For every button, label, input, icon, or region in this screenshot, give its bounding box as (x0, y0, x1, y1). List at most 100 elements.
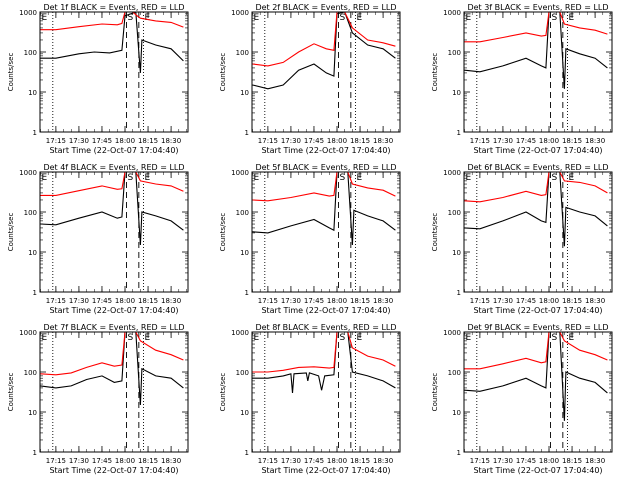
x-tick-label: 17:45 (304, 457, 324, 465)
chart-panel: Det 4f BLACK = Events, RED = LLD Counts/s… (7, 163, 189, 315)
y-tick-label: 1 (245, 449, 249, 457)
x-tick-label: 18:15 (562, 457, 582, 465)
x-tick-label: 17:30 (281, 137, 301, 145)
x-tick-label: 17:30 (281, 457, 301, 465)
series-events-line (252, 332, 396, 393)
series-events-line (40, 332, 184, 406)
chart-panel: Det 9f BLACK = Events, RED = LLD Counts/s… (431, 323, 613, 475)
event-marker: S (340, 173, 346, 183)
event-marker: E (254, 173, 260, 183)
chart-title: Det 3f BLACK = Events, RED = LLD (467, 3, 608, 12)
x-tick-label: 18:00 (115, 137, 135, 145)
x-tick-label: 17:15 (258, 137, 278, 145)
y-tick-label: 100 (24, 209, 37, 217)
series-lld-line (252, 332, 396, 373)
y-tick-label: 100 (448, 369, 461, 377)
chart-title: Det 7f BLACK = Events, RED = LLD (43, 323, 184, 332)
x-tick-label: 17:45 (516, 137, 536, 145)
y-tick-label: 1 (33, 449, 37, 457)
y-tick-label: 100 (448, 49, 461, 57)
event-marker: S (552, 173, 558, 183)
event-marker: E (144, 173, 150, 183)
y-axis-label: Counts/sec (7, 213, 15, 252)
series-lld-line (40, 332, 184, 376)
event-marker: E (356, 173, 362, 183)
x-tick-label: 18:30 (161, 137, 181, 145)
y-axis-label: Counts/sec (431, 53, 439, 92)
plot-frame (251, 171, 401, 293)
chart-title: Det 6f BLACK = Events, RED = LLD (467, 163, 608, 172)
event-marker: E (568, 13, 574, 23)
event-marker: E (42, 333, 48, 343)
y-tick-label: 1 (33, 129, 37, 137)
x-tick-label: 18:00 (539, 457, 559, 465)
plot-frame (39, 331, 189, 453)
x-tick-label: 17:45 (92, 137, 112, 145)
y-tick-label: 10 (28, 409, 37, 417)
y-tick-label: 1 (33, 289, 37, 297)
chart-panel: Det 2f BLACK = Events, RED = LLD Counts/s… (219, 3, 401, 155)
x-tick-label: 18:15 (138, 297, 158, 305)
x-axis-label: Start Time (22-Oct-07 17:04:40) (473, 146, 602, 155)
y-tick-label: 1000 (231, 329, 249, 337)
y-tick-label: 100 (236, 49, 249, 57)
event-marker: E (42, 13, 48, 23)
x-tick-label: 18:30 (585, 457, 605, 465)
y-tick-label: 1000 (19, 169, 37, 177)
event-marker: S (552, 13, 558, 23)
event-marker: E (144, 13, 150, 23)
y-tick-label: 1 (457, 129, 461, 137)
event-marker: E (568, 173, 574, 183)
x-tick-label: 18:00 (539, 297, 559, 305)
event-marker: S (128, 13, 134, 23)
chart-panel: Det 8f BLACK = Events, RED = LLD Counts/s… (219, 323, 401, 475)
y-tick-label: 1000 (231, 9, 249, 17)
series-lld-line (252, 172, 396, 202)
x-axis-label: Start Time (22-Oct-07 17:04:40) (49, 306, 178, 315)
series-lld-line (40, 12, 184, 31)
y-tick-label: 1 (457, 289, 461, 297)
y-axis-label: Counts/sec (219, 373, 227, 412)
y-tick-label: 1000 (443, 9, 461, 17)
y-axis-label: Counts/sec (219, 53, 227, 92)
x-tick-label: 17:30 (69, 457, 89, 465)
event-marker: E (466, 13, 472, 23)
plot-frame (463, 331, 613, 453)
x-tick-label: 17:15 (46, 457, 66, 465)
event-marker: E (568, 333, 574, 343)
x-tick-label: 18:15 (350, 297, 370, 305)
x-tick-label: 18:30 (373, 137, 393, 145)
x-tick-label: 17:30 (493, 297, 513, 305)
x-tick-label: 17:30 (281, 297, 301, 305)
plot-frame (463, 171, 613, 293)
y-tick-label: 100 (448, 209, 461, 217)
y-axis-label: Counts/sec (7, 53, 15, 92)
series-events-line (40, 172, 184, 246)
x-tick-label: 18:30 (585, 297, 605, 305)
y-tick-label: 1000 (19, 329, 37, 337)
y-tick-label: 10 (28, 89, 37, 97)
chart-title: Det 9f BLACK = Events, RED = LLD (467, 323, 608, 332)
y-tick-label: 10 (452, 409, 461, 417)
y-axis-label: Counts/sec (431, 213, 439, 252)
x-tick-label: 17:45 (516, 297, 536, 305)
x-tick-label: 18:30 (161, 457, 181, 465)
x-tick-label: 17:15 (258, 457, 278, 465)
plot-frame (251, 11, 401, 133)
x-axis-label: Start Time (22-Oct-07 17:04:40) (261, 146, 390, 155)
y-tick-label: 10 (240, 89, 249, 97)
x-tick-label: 18:30 (161, 297, 181, 305)
x-tick-label: 18:00 (327, 137, 347, 145)
x-tick-label: 17:30 (493, 137, 513, 145)
x-axis-label: Start Time (22-Oct-07 17:04:40) (49, 146, 178, 155)
event-marker: E (356, 333, 362, 343)
event-marker: E (144, 333, 150, 343)
x-tick-label: 17:45 (92, 297, 112, 305)
x-tick-label: 17:15 (470, 137, 490, 145)
y-tick-label: 1000 (231, 169, 249, 177)
x-tick-label: 18:15 (562, 297, 582, 305)
series-events-line (464, 172, 608, 247)
x-tick-label: 17:15 (46, 137, 66, 145)
x-tick-label: 17:15 (258, 297, 278, 305)
y-tick-label: 1 (245, 129, 249, 137)
